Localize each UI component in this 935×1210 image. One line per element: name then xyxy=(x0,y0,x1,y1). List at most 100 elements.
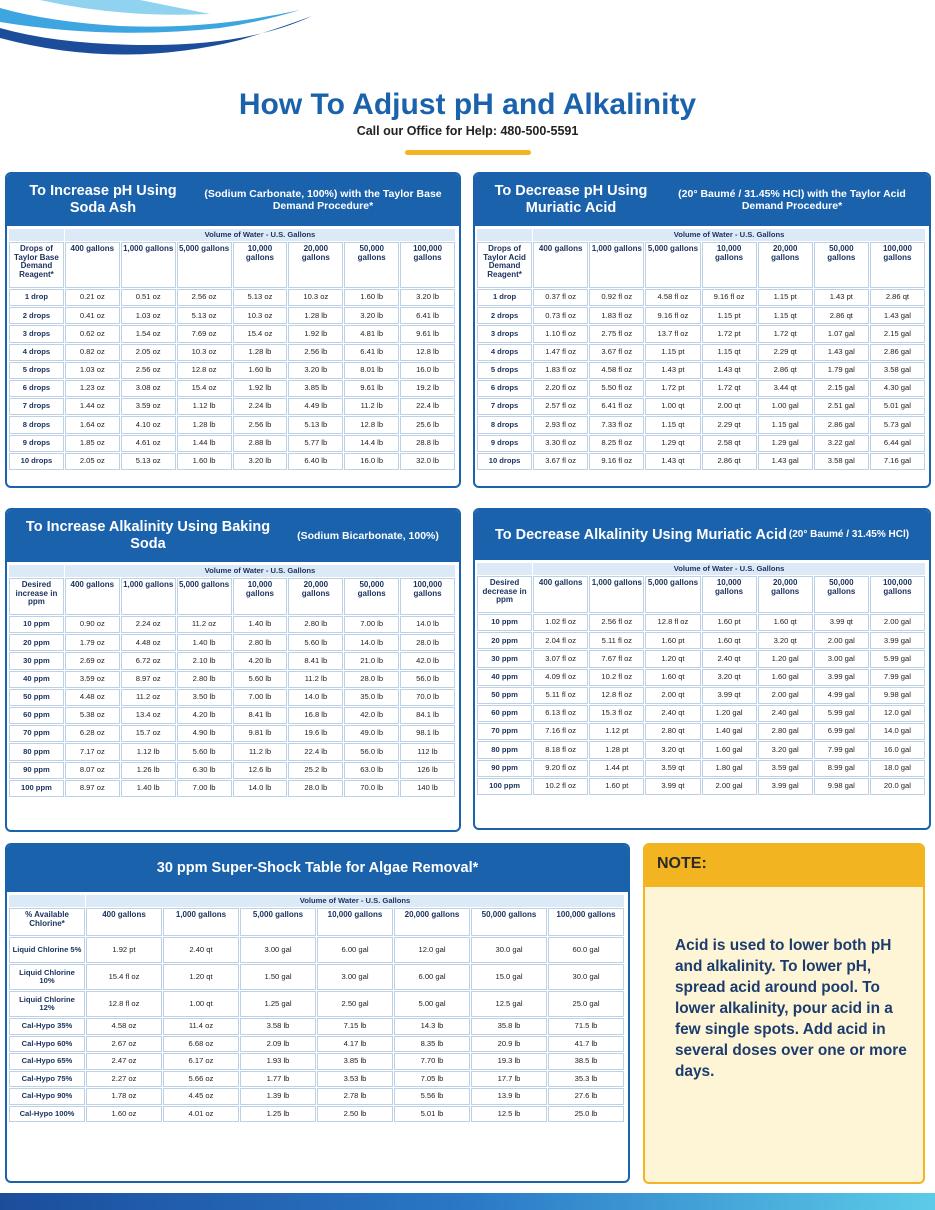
table-cell: 2.58 qt xyxy=(701,434,757,452)
volume-label: Volume of Water - U.S. Gallons xyxy=(64,565,455,577)
header-row: Desired increase in ppm 400 gallons 1,000 … xyxy=(9,578,455,615)
table-cell: 0.37 fl oz xyxy=(533,289,589,307)
row-label: 60 ppm xyxy=(477,704,533,723)
table-row: 90 ppm 8.07 oz 1.26 lb 6.30 lb 12.6 lb 25.2 l… xyxy=(9,761,455,779)
table-cell: 12.5 lb xyxy=(471,1105,547,1122)
table-row: Cal-Hypo 100% 1.60 oz 4.01 oz 1.25 lb 2.50 l… xyxy=(9,1105,624,1122)
row-label: 70 ppm xyxy=(477,723,533,741)
table-cell: 2.86 qt xyxy=(869,289,925,307)
table-cell: 5.01 gal xyxy=(869,398,925,416)
table-cell: 12.0 gal xyxy=(869,704,925,723)
table-cell: 2.24 oz xyxy=(120,616,176,634)
table-cell: 0.92 fl oz xyxy=(589,289,645,307)
column-header: 1,000 gallons xyxy=(589,576,645,613)
table-cell: 2.15 gal xyxy=(813,379,869,398)
table-cell: 1.93 lb xyxy=(240,1053,316,1070)
row-label: 10 ppm xyxy=(477,614,533,632)
volume-row: Volume of Water - U.S. Gallons xyxy=(477,563,925,575)
row-label: Cal-Hypo 60% xyxy=(9,1035,85,1052)
table-cell: 6.44 gal xyxy=(869,434,925,452)
table-cell: 3.59 qt xyxy=(645,759,701,777)
table-cell: 4.48 oz xyxy=(64,688,120,706)
panel-subtitle: (Sodium Carbonate, 100%) with the Taylor… xyxy=(204,188,442,212)
table-cell: 11.2 lb xyxy=(232,743,288,761)
row-label: 80 ppm xyxy=(9,743,64,761)
table-cell: 22.4 lb xyxy=(400,398,455,416)
row-label: 3 drops xyxy=(9,325,64,343)
table-cell: 2.40 qt xyxy=(163,937,239,963)
table-cell: 19.3 lb xyxy=(471,1053,547,1070)
table-cell: 8.97 oz xyxy=(64,779,120,797)
column-header: 20,000 gallons xyxy=(757,576,813,613)
column-header: Desired decrease in ppm xyxy=(477,576,533,613)
spacer-cell xyxy=(9,565,64,577)
table-cell: 9.20 fl oz xyxy=(533,759,589,777)
table-cell: 11.2 oz xyxy=(176,616,232,634)
table-cell: 2.86 qt xyxy=(813,307,869,325)
table-row: 70 ppm 7.16 fl oz 1.12 pt 2.80 qt 1.40 gal 2.… xyxy=(477,723,925,741)
table-cell: 8.35 lb xyxy=(394,1035,470,1052)
column-header: 100,000 gallons xyxy=(869,576,925,613)
table-cell: 2.57 fl oz xyxy=(533,398,589,416)
table-row: 50 ppm 5.11 fl oz 12.8 fl oz 2.00 qt 3.99 qt… xyxy=(477,686,925,704)
table-cell: 10.3 oz xyxy=(176,343,232,361)
table-cell: 8.41 lb xyxy=(288,652,344,670)
column-header: 400 gallons xyxy=(533,242,589,288)
panel-title: To Increase Alkalinity Using Baking Soda xyxy=(25,519,271,552)
note-text: Acid is used to lower both pH and alkali… xyxy=(675,937,907,1080)
panel-title: 30 ppm Super-Shock Table for Algae Remov… xyxy=(156,860,479,876)
table-cell: 1.60 qt xyxy=(757,614,813,632)
table-panel: To Decrease pH Using Muriatic Acid (20° B… xyxy=(473,172,931,488)
table-cell: 6.41 lb xyxy=(400,307,455,325)
table-cell: 22.4 lb xyxy=(288,743,344,761)
header-row: Drops of Taylor Acid Demand Reagent* 400 … xyxy=(477,242,925,288)
table-cell: 3.58 gal xyxy=(869,361,925,379)
table-cell: 8.99 gal xyxy=(813,759,869,777)
table-cell: 5.99 gal xyxy=(813,704,869,723)
table-row: Liquid Chlorine 12% 12.8 fl oz 1.00 qt 1.25… xyxy=(9,991,624,1017)
table-cell: 16.8 lb xyxy=(288,706,344,725)
data-table: Volume of Water - U.S. Gallons Drops of T… xyxy=(476,228,926,471)
table-row: 10 ppm 1.02 fl oz 2.56 fl oz 12.8 fl oz 1.60… xyxy=(477,614,925,632)
table-cell: 1.79 gal xyxy=(813,361,869,379)
table-cell: 2.56 oz xyxy=(120,361,176,379)
row-label: 3 drops xyxy=(477,325,533,343)
table-cell: 25.0 lb xyxy=(548,1105,624,1122)
table-cell: 3.99 qt xyxy=(645,777,701,795)
table-cell: 2.27 oz xyxy=(86,1070,162,1087)
table-cell: 1.28 lb xyxy=(288,307,344,325)
table-cell: 2.15 gal xyxy=(869,325,925,343)
column-header: 5,000 gallons xyxy=(176,578,232,615)
table-cell: 6.41 fl oz xyxy=(589,398,645,416)
table-cell: 6.72 oz xyxy=(120,652,176,670)
table-cell: 6.30 lb xyxy=(176,761,232,779)
data-table: Volume of Water - U.S. Gallons Desired de… xyxy=(476,562,926,796)
table-cell: 1.77 lb xyxy=(240,1070,316,1087)
table-cell: 112 lb xyxy=(400,743,455,761)
table-cell: 5.11 fl oz xyxy=(533,686,589,704)
table-row: 10 drops 3.67 fl oz 9.16 fl oz 1.43 qt 2.86 … xyxy=(477,452,925,470)
row-label: 10 drops xyxy=(477,452,533,470)
table-cell: 2.04 fl oz xyxy=(533,632,589,650)
table-row: 3 drops 1.10 fl oz 2.75 fl oz 13.7 fl oz 1.7… xyxy=(477,325,925,343)
table-cell: 1.28 lb xyxy=(176,416,232,434)
table-cell: 4.48 oz xyxy=(120,634,176,652)
spacer-cell xyxy=(9,229,64,241)
table-cell: 1.64 oz xyxy=(64,416,120,434)
table-row: 20 ppm 2.04 fl oz 5.11 fl oz 1.60 pt 1.60 qt… xyxy=(477,632,925,650)
table-cell: 6.41 lb xyxy=(344,343,400,361)
column-header: 50,000 gallons xyxy=(344,578,400,615)
spacer-cell xyxy=(477,229,533,241)
table-cell: 7.99 gal xyxy=(869,668,925,686)
table-cell: 1.83 fl oz xyxy=(533,361,589,379)
table-cell: 1.44 pt xyxy=(589,759,645,777)
column-header: 20,000 gallons xyxy=(394,908,470,936)
table-cell: 32.0 lb xyxy=(400,452,455,470)
table-cell: 2.86 qt xyxy=(701,452,757,470)
table-cell: 2.00 qt xyxy=(645,686,701,704)
page-subtitle: Call our Office for Help: 480-500-5591 xyxy=(356,124,579,138)
table-row: Cal-Hypo 75% 2.27 oz 5.66 oz 1.77 lb 3.53 lb… xyxy=(9,1070,624,1087)
table-cell: 7.00 lb xyxy=(232,688,288,706)
table-cell: 2.93 fl oz xyxy=(533,416,589,434)
table-row: 40 ppm 3.59 oz 8.97 oz 2.80 lb 5.60 lb 11.2 l… xyxy=(9,670,455,688)
